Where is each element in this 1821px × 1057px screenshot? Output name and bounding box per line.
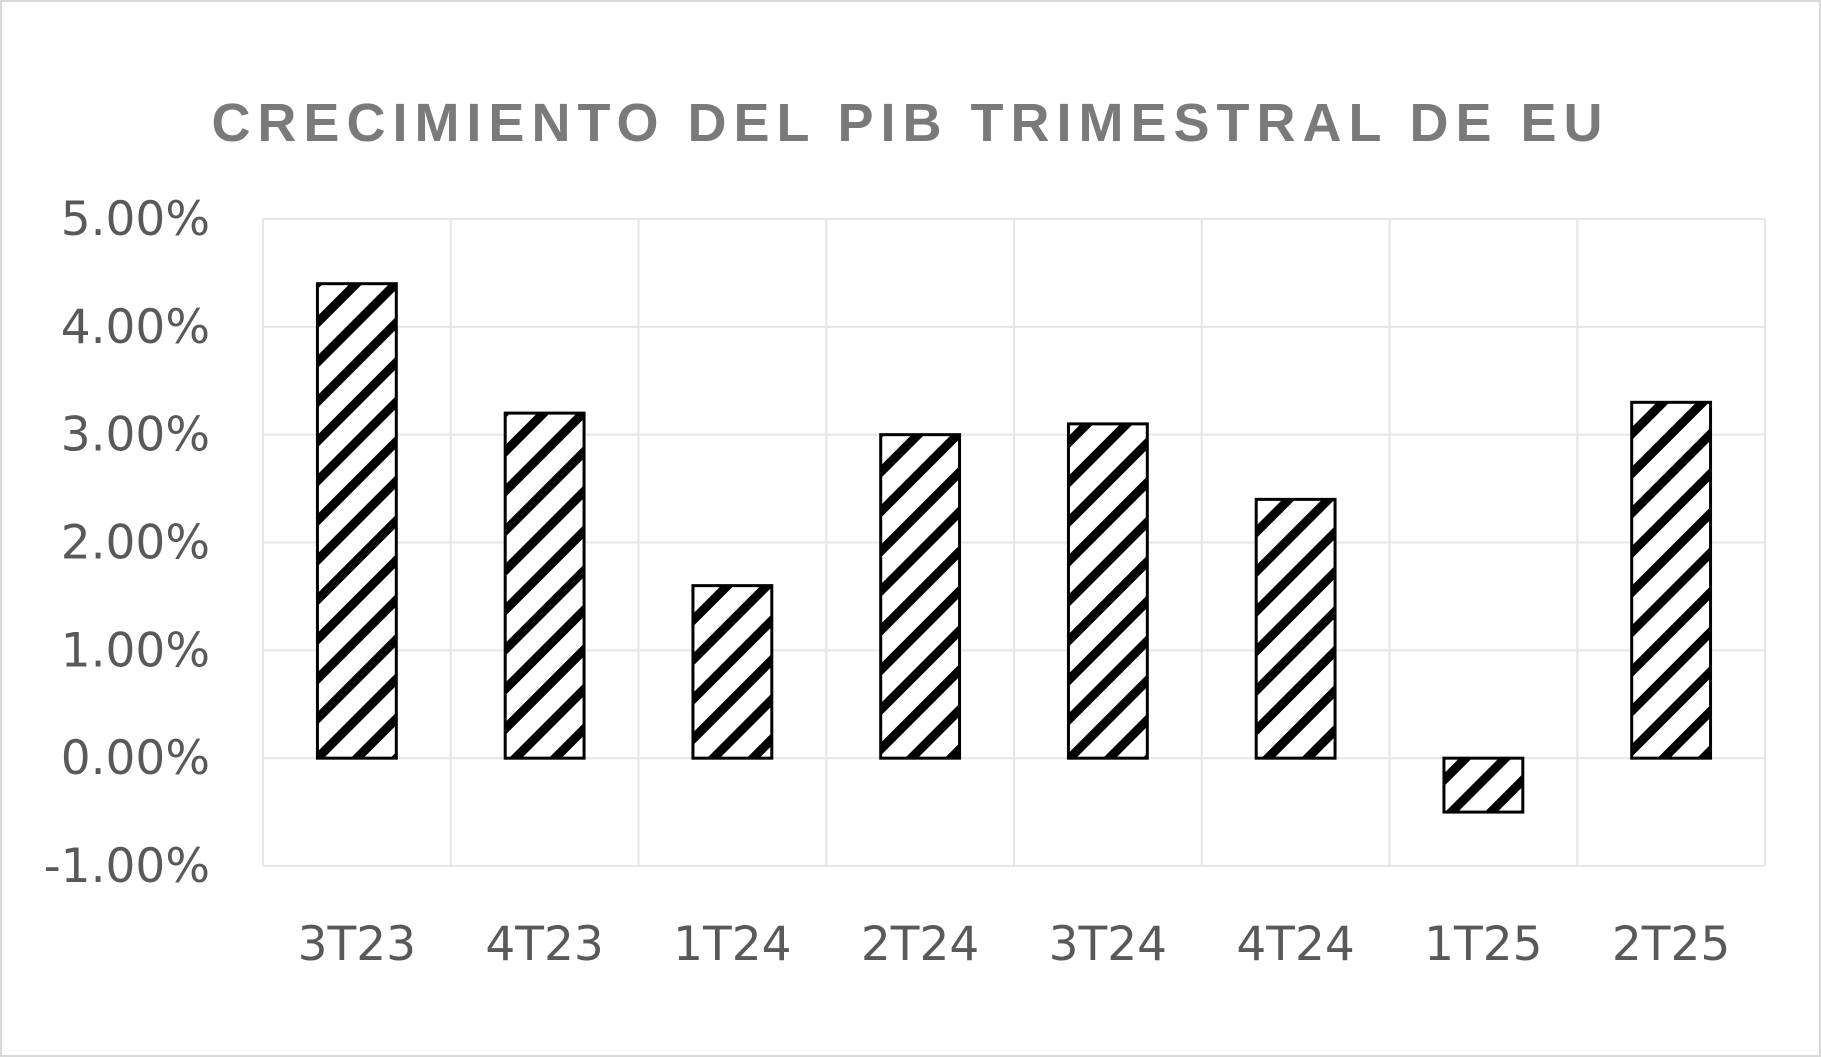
gridlines xyxy=(262,218,1766,867)
bar-1t25 xyxy=(1442,756,1525,814)
bar-3t24 xyxy=(1066,422,1149,760)
bar-3t23 xyxy=(315,282,398,760)
bar-4t24 xyxy=(1254,497,1337,760)
x-tick-label: 1T25 xyxy=(1424,917,1542,972)
x-tick-label: 3T24 xyxy=(1049,917,1167,972)
bar-2t24 xyxy=(879,433,962,760)
y-tick-label: 2.00% xyxy=(61,516,210,571)
x-axis-ticks: 3T23 4T23 1T24 2T24 3T24 4T24 1T25 2T25 xyxy=(298,917,1731,972)
y-tick-label: -1.00% xyxy=(44,839,210,894)
x-tick-label: 2T25 xyxy=(1612,917,1730,972)
y-tick-label: 0.00% xyxy=(61,731,210,786)
x-tick-label: 4T24 xyxy=(1236,917,1354,972)
y-tick-label: 4.00% xyxy=(61,300,210,355)
y-tick-label: 5.00% xyxy=(61,192,210,247)
y-axis-ticks: 5.00% 4.00% 3.00% 2.00% 1.00% 0.00% -1.00% xyxy=(44,192,210,894)
y-tick-label: 3.00% xyxy=(61,408,210,463)
bar-4t23 xyxy=(503,411,586,760)
x-tick-label: 4T23 xyxy=(485,917,603,972)
x-tick-label: 3T23 xyxy=(298,917,416,972)
bar-1t24 xyxy=(691,584,774,760)
y-tick-label: 1.00% xyxy=(61,623,210,678)
chart-title: CRECIMIENTO DEL PIB TRIMESTRAL DE EU xyxy=(211,93,1610,153)
x-tick-label: 1T24 xyxy=(673,917,791,972)
bars xyxy=(315,282,1713,814)
x-tick-label: 2T24 xyxy=(861,917,979,972)
bar-2t25 xyxy=(1630,400,1713,760)
